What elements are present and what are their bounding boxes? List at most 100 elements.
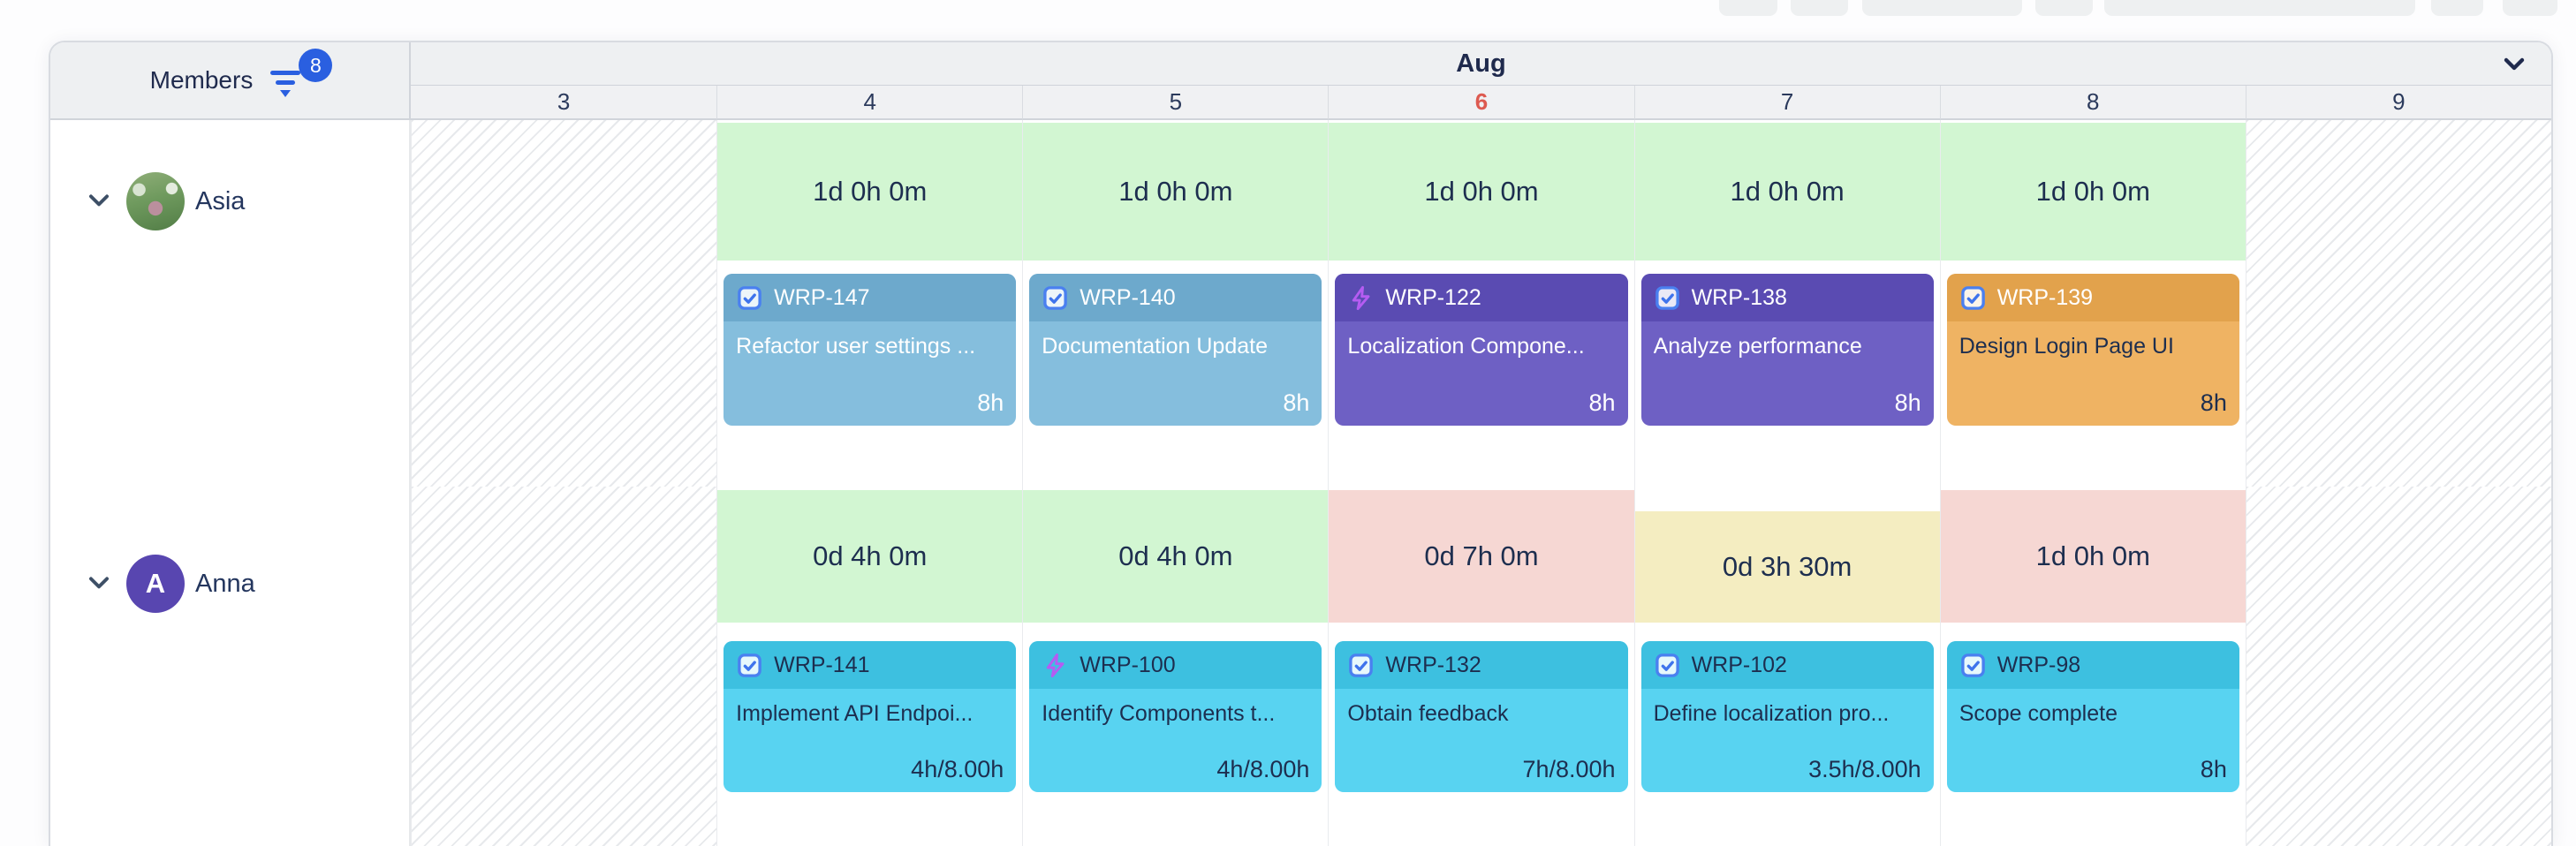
day-header-6-today: 6 [1328, 86, 1634, 120]
toolbar-button[interactable] [2503, 0, 2557, 16]
month-bar: Aug [411, 42, 2551, 86]
task-title: Scope complete [1959, 701, 2118, 726]
task-key: WRP-140 [1080, 284, 1176, 310]
capacity-bar: 0d 3h 30m [1634, 511, 1940, 623]
member-row-asia: Asia [50, 120, 411, 487]
task-card-wrp-140[interactable]: WRP-140 Documentation Update 8h [1029, 274, 1322, 426]
task-card-wrp-102[interactable]: WRP-102 Define localization pro... 3.5h/… [1640, 641, 1934, 792]
day-cell-asia-7: 1d 0h 0m WRP-138 Analyze performance 8h [1633, 120, 1940, 487]
task-card-wrp-98[interactable]: WRP-98 Scope complete 8h [1946, 641, 2239, 792]
workload-planner-panel: Members 8 Aug 3 4 5 6 7 8 9 Asia 1d 0h 0… [49, 41, 2553, 846]
filter-button[interactable]: 8 [270, 49, 333, 98]
task-hours: 8h [977, 389, 1004, 416]
task-card-wrp-100[interactable]: WRP-100 Identify Components t... 4h/8.00… [1029, 641, 1322, 792]
day-cell-asia-4: 1d 0h 0m WRP-147 Refactor user settings … [716, 120, 1023, 487]
members-header: Members 8 [50, 42, 411, 120]
filter-count-badge: 8 [299, 49, 333, 82]
task-card-wrp-147[interactable]: WRP-147 Refactor user settings ... 8h [724, 274, 1017, 426]
task-card-wrp-139[interactable]: WRP-139 Design Login Page UI 8h [1946, 274, 2239, 426]
task-title: Analyze performance [1653, 334, 1862, 359]
task-hours: 4h/8.00h [1216, 756, 1310, 782]
day-cell-anna-8: 1d 0h 0m WRP-98 Scope complete 8h [1939, 487, 2246, 846]
member-name: Anna [195, 569, 255, 598]
capacity-bar: 0d 7h 0m [1329, 490, 1634, 623]
task-key: WRP-132 [1385, 652, 1481, 677]
day-header-5: 5 [1022, 86, 1329, 120]
capacity-bar: 1d 0h 0m [1023, 123, 1329, 261]
task-title: Implement API Endpoi... [736, 701, 974, 726]
task-card-wrp-132[interactable]: WRP-132 Obtain feedback 7h/8.00h [1335, 641, 1628, 792]
toolbar-button[interactable] [2104, 0, 2415, 16]
toolbar-button[interactable] [1862, 0, 2022, 16]
task-hours: 8h [1588, 389, 1616, 416]
day-cell-asia-5: 1d 0h 0m WRP-140 Documentation Update 8h [1022, 120, 1329, 487]
task-key: WRP-139 [1996, 284, 2094, 310]
day-cell-anna-4: 0d 4h 0m WRP-141 Implement API Endpoi...… [716, 487, 1023, 846]
weekend-cell [2245, 487, 2551, 846]
task-hours: 7h/8.00h [1522, 756, 1616, 782]
weekend-cell [2245, 120, 2551, 487]
member-name: Asia [195, 186, 246, 215]
day-header-9: 9 [2245, 86, 2551, 120]
collapse-panel-icon[interactable] [2500, 50, 2528, 79]
filter-icon [270, 71, 301, 75]
task-icon [1960, 653, 1985, 677]
task-icon [738, 653, 761, 677]
task-key: WRP-98 [1996, 652, 2081, 677]
capacity-bar: 0d 4h 0m [717, 490, 1023, 623]
task-key: WRP-102 [1691, 652, 1787, 677]
task-hours: 3.5h/8.00h [1808, 756, 1921, 782]
weekend-cell [411, 120, 717, 487]
task-key: WRP-141 [774, 652, 870, 677]
day-cell-anna-6: 0d 7h 0m WRP-132 Obtain feedback 7h/8.00… [1328, 487, 1634, 846]
task-title: Obtain feedback [1347, 701, 1509, 726]
day-header-8: 8 [1939, 86, 2246, 120]
capacity-bar: 1d 0h 0m [1634, 123, 1940, 261]
day-header-7: 7 [1633, 86, 1940, 120]
day-header-3: 3 [411, 86, 717, 120]
task-icon [1960, 285, 1985, 310]
expand-member-icon[interactable] [84, 569, 114, 599]
task-hours: 8h [1894, 389, 1921, 416]
task-hours: 8h [2200, 389, 2227, 416]
task-icon [738, 285, 761, 310]
task-key: WRP-147 [774, 284, 870, 310]
toolbar-button[interactable] [1719, 0, 1777, 16]
weekend-cell [411, 487, 717, 846]
avatar-anna: A [126, 555, 185, 613]
epic-icon [1352, 285, 1370, 310]
day-cell-asia-6: 1d 0h 0m WRP-122 Localization Compone...… [1328, 120, 1634, 487]
task-key: WRP-138 [1691, 284, 1787, 310]
toolbar-button[interactable] [1791, 0, 1848, 16]
task-card-wrp-138[interactable]: WRP-138 Analyze performance 8h [1640, 274, 1934, 426]
task-hours: 8h [1283, 389, 1310, 416]
task-card-wrp-122[interactable]: WRP-122 Localization Compone... 8h [1335, 274, 1628, 426]
task-title: Define localization pro... [1653, 701, 1890, 726]
avatar-asia [126, 172, 185, 230]
epic-icon [1047, 653, 1064, 677]
task-key: WRP-122 [1385, 284, 1481, 310]
day-cell-anna-7: 0d 3h 30m WRP-102 Define localization pr… [1633, 487, 1940, 846]
task-hours: 8h [2200, 756, 2227, 782]
month-label: Aug [1456, 49, 1506, 78]
task-title: Design Login Page UI [1959, 334, 2174, 359]
capacity-bar: 1d 0h 0m [1940, 123, 2246, 261]
task-hours: 4h/8.00h [911, 756, 1004, 782]
task-card-wrp-141[interactable]: WRP-141 Implement API Endpoi... 4h/8.00h [724, 641, 1017, 792]
day-cell-asia-8: 1d 0h 0m WRP-139 Design Login Page UI 8h [1939, 120, 2246, 487]
member-row-anna: A Anna [50, 487, 411, 846]
task-title: Identify Components t... [1042, 701, 1276, 726]
capacity-bar: 0d 4h 0m [1023, 490, 1329, 623]
expand-member-icon[interactable] [84, 186, 114, 216]
task-icon [1043, 285, 1068, 310]
toolbar-button[interactable] [2431, 0, 2483, 16]
capacity-bar: 1d 0h 0m [1940, 490, 2246, 623]
toolbar-button[interactable] [2035, 0, 2093, 16]
members-title: Members [149, 66, 254, 94]
capacity-bar: 1d 0h 0m [1329, 123, 1634, 261]
capacity-bar: 1d 0h 0m [717, 123, 1023, 261]
task-title: Refactor user settings ... [736, 334, 976, 359]
task-title: Localization Compone... [1347, 334, 1585, 359]
task-icon [1655, 285, 1679, 310]
day-cell-anna-5: 0d 4h 0m WRP-100 Identify Components t..… [1022, 487, 1329, 846]
